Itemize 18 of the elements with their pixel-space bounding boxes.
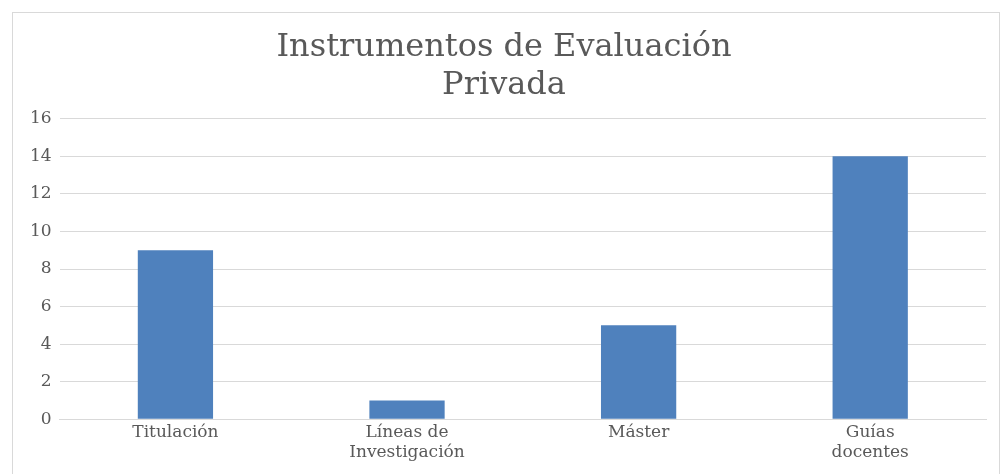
y-tick-label: 16 xyxy=(29,107,52,128)
y-tick-label: 12 xyxy=(29,182,52,203)
x-tick-label: Guías docentes xyxy=(831,420,909,462)
y-tick-label: 6 xyxy=(40,294,52,315)
y-tick-label: 4 xyxy=(40,332,52,353)
bar xyxy=(600,325,677,419)
x-tick-label: Máster xyxy=(607,420,671,441)
bar xyxy=(137,250,214,419)
x-tick-label: Titulación xyxy=(132,420,219,441)
y-tick-label: 10 xyxy=(29,219,52,240)
y-tick-label: 2 xyxy=(40,370,52,391)
y-tick-label: 14 xyxy=(29,144,52,165)
y-tick-label: 0 xyxy=(40,407,52,428)
chart-title: Instrumentos de Evaluación Privada xyxy=(276,25,732,102)
x-tick-label: Líneas de Investigación xyxy=(349,420,465,462)
y-tick-label: 8 xyxy=(40,257,52,278)
bar xyxy=(832,156,908,419)
bar xyxy=(369,400,445,419)
